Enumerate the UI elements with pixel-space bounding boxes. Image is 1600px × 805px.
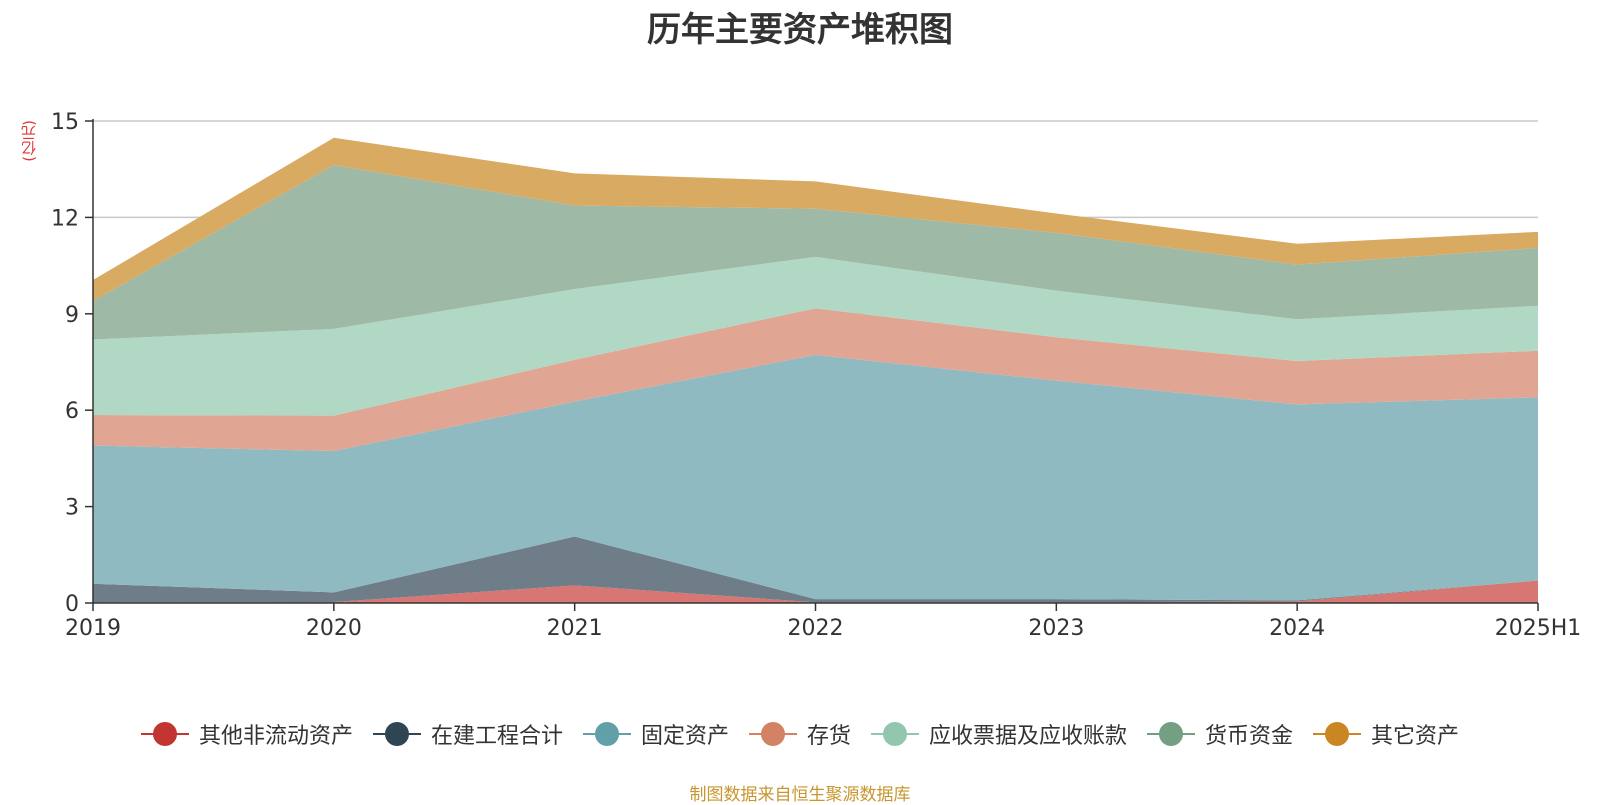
y-tick-label: 3 [65, 496, 79, 521]
area-series [93, 137, 1538, 603]
legend-label: 其他非流动资产 [198, 724, 353, 749]
x-tick-label: 2023 [1028, 616, 1084, 641]
chart-title: 历年主要资产堆积图 [647, 10, 953, 50]
area-series-3 [93, 308, 1538, 452]
legend-label: 存货 [806, 724, 851, 749]
legend-label: 货币资金 [1205, 724, 1294, 749]
legend-marker-icon [748, 721, 797, 747]
y-tick-label: 12 [51, 206, 79, 231]
legend-item[interactable]: 在建工程合计 [372, 718, 563, 750]
y-tick-label: 15 [51, 110, 79, 135]
source-note: 制图数据来自恒生聚源数据库 [689, 785, 911, 805]
legend-label: 固定资产 [640, 724, 729, 749]
area-series-4 [93, 256, 1538, 416]
legend-item[interactable]: 其它资产 [1313, 718, 1459, 750]
x-tick-label: 2025H1 [1495, 616, 1582, 641]
legend-label: 应收票据及应收账款 [929, 724, 1128, 749]
legend-item[interactable]: 货币资金 [1147, 718, 1293, 750]
axes: 0 3 6 9 12 15 2019 2020 2021 2022 2023 2024 2025H1 [51, 110, 1581, 641]
area-series-0 [93, 580, 1538, 603]
legend-item[interactable]: 应收票据及应收账款 [871, 718, 1127, 750]
legend-item[interactable]: 其他非流动资产 [140, 718, 353, 750]
y-tick-label: 9 [65, 303, 79, 328]
x-tick-label: 2019 [65, 616, 121, 641]
x-tick-label: 2021 [547, 616, 603, 641]
stacked-area-chart: 0 3 6 9 12 15 2019 2020 2021 2022 2023 2024 2025H1 [51, 110, 1581, 641]
y-tick-label: 0 [65, 592, 79, 617]
legend-marker-icon [372, 721, 421, 747]
legend-marker-icon [582, 721, 631, 747]
legend-marker-icon [1313, 721, 1362, 747]
area-series-5 [93, 165, 1538, 340]
x-tick-label: 2024 [1269, 616, 1325, 641]
legend-marker-icon [871, 721, 919, 747]
legend-label: 其它资产 [1371, 724, 1460, 749]
area-series-2 [93, 354, 1538, 601]
legend-label: 在建工程合计 [430, 724, 563, 749]
area-series-6 [93, 137, 1538, 301]
area-series-1 [93, 536, 1538, 603]
legend-marker-icon [140, 721, 189, 747]
y-tick-label: 6 [65, 399, 79, 424]
x-tick-label: 2020 [306, 616, 362, 641]
legend-marker-icon [1147, 721, 1196, 747]
legend: 其他非流动资产 在建工程合计 固定资产 存货 应收票据及应收账款 货币资金 其它资产 [0, 718, 1600, 750]
legend-item[interactable]: 存货 [748, 718, 851, 750]
x-tick-label: 2022 [788, 616, 844, 641]
legend-item[interactable]: 固定资产 [582, 718, 729, 750]
